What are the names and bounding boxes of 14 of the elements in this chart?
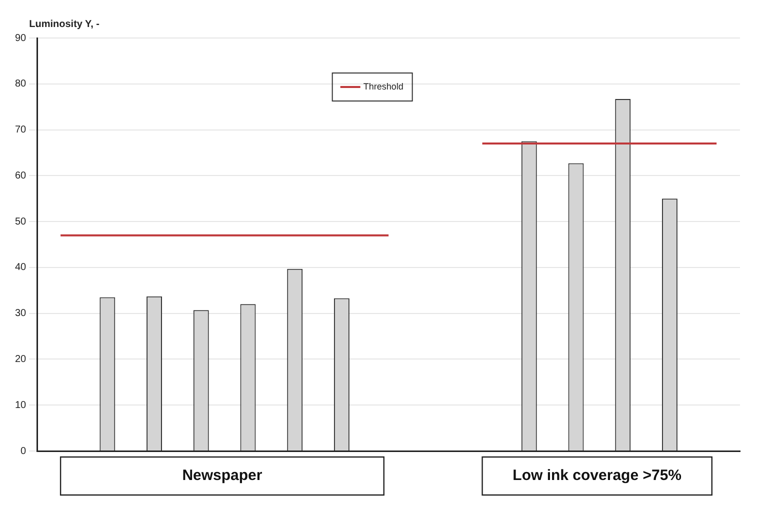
y-tick-label: 10 [15,400,27,411]
y-tick-label: 40 [15,262,27,274]
y-axis-title: Luminosity Y, - [29,18,100,30]
text: Newspaper [182,467,262,484]
y-tick-label: 70 [15,124,27,136]
y-tick-label: 90 [15,32,27,44]
y-tick-label: 20 [15,354,27,365]
y-tick-label: 30 [15,308,27,320]
legend-label: Threshold [363,81,404,92]
text: Low ink coverage >75% [512,467,682,484]
y-tick-label: 0 [20,446,27,457]
y-tick-label: 80 [15,78,27,90]
y-tick-label: 60 [15,170,27,182]
y-tick-label: 50 [15,216,27,228]
